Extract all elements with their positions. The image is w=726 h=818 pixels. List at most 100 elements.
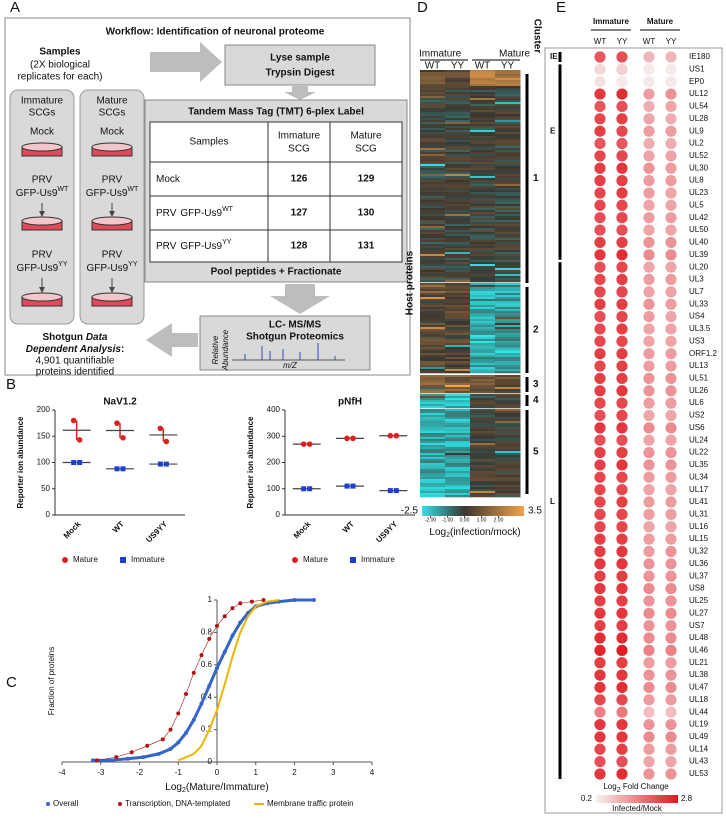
- fold-change-dot: [643, 743, 655, 755]
- heatmap-cell: [470, 94, 496, 97]
- fold-change-dot: [643, 88, 655, 100]
- gene-label: UL35: [689, 460, 709, 469]
- heatmap-cell: [470, 441, 496, 444]
- heatmap-cell: [470, 323, 496, 326]
- heatmap-cell: [470, 339, 496, 342]
- gene-label: UL33: [689, 299, 709, 308]
- gene-label: UL43: [689, 757, 709, 766]
- heatmap-cell: [495, 206, 521, 209]
- heatmap-cell: [495, 268, 521, 271]
- arrow: [150, 42, 222, 82]
- heatmap-cell: [495, 274, 521, 277]
- heatmap-cell: [420, 194, 446, 197]
- fold-change-dot: [643, 236, 655, 249]
- heatmap-cell: [420, 345, 446, 348]
- heatmap-cell: [445, 331, 471, 334]
- heatmap-cell: [445, 88, 471, 91]
- fold-change-dot: [643, 51, 655, 63]
- panel-label: D: [417, 0, 428, 16]
- colorbar-tick: -1.00: [442, 517, 454, 523]
- heatmap-cell: [420, 297, 446, 300]
- pool-text: Pool peptides + Fractionate: [211, 267, 342, 278]
- heatmap-cell: [495, 160, 521, 163]
- heatmap-cell: [420, 469, 446, 472]
- x-tick-label: Mock: [292, 519, 313, 540]
- gene-label: UL37: [689, 571, 709, 580]
- heatmap-cell: [445, 72, 471, 75]
- heatmap-cell: [445, 228, 471, 231]
- legend-marker: [350, 557, 356, 563]
- heatmap-cell: [495, 144, 521, 147]
- heatmap-cell: [470, 134, 496, 137]
- colorbar-label: Log2(infection/mock): [429, 527, 520, 540]
- heatmap-cell: [445, 178, 471, 181]
- heatmap-cell: [495, 240, 521, 243]
- heatmap-cell: [495, 226, 521, 229]
- heatmap-cell: [470, 319, 496, 322]
- colorbar-min: -2.5: [401, 506, 419, 517]
- fold-change-dot: [643, 644, 655, 656]
- heatmap-cell: [445, 411, 471, 414]
- heatmap-cell: [470, 361, 496, 364]
- cluster-label: 1: [533, 173, 539, 184]
- fold-change-dot: [616, 718, 628, 731]
- fold-change-dot: [665, 657, 677, 669]
- data-point: [168, 747, 173, 752]
- heatmap-cell: [420, 102, 446, 105]
- heatmap-cell: [420, 214, 446, 217]
- heatmap-cell: [420, 495, 446, 498]
- fold-change-dot: [616, 657, 628, 669]
- heatmap-cell: [470, 379, 496, 382]
- heatmap-cell: [420, 70, 446, 73]
- heatmap-cell: [495, 236, 521, 239]
- heatmap-cell: [445, 104, 471, 107]
- heatmap-cell: [445, 357, 471, 360]
- gene-label: UL25: [689, 596, 709, 605]
- heatmap-cell: [420, 138, 446, 141]
- heatmap-cell: [495, 138, 521, 141]
- table-sample-part: PRV: [156, 208, 177, 219]
- heatmap-cell: [470, 371, 496, 374]
- heatmap-cell: [445, 323, 471, 326]
- heatmap-cell: [470, 381, 496, 384]
- heatmap-cell: [420, 192, 446, 195]
- heatmap-cell: [470, 72, 496, 75]
- heatmap-cell: [420, 417, 446, 420]
- heatmap-cell: [420, 256, 446, 259]
- fold-change-dot: [594, 620, 606, 632]
- heatmap-cell: [445, 102, 471, 105]
- scale-title-part: 2: [617, 787, 621, 794]
- tmt-tag: 126: [291, 174, 308, 185]
- heatmap-cell: [420, 268, 446, 271]
- tmt-title: Tandem Mass Tag (TMT) 6-plex Label: [188, 107, 364, 118]
- fold-change-dot: [665, 236, 677, 249]
- gene-label: ORF1.2: [689, 349, 718, 358]
- heatmap-cell: [420, 461, 446, 464]
- fold-change-dot: [665, 558, 677, 570]
- heatmap-cell: [420, 437, 446, 440]
- heatmap-cell: [420, 104, 446, 107]
- heatmap-cell: [470, 363, 496, 366]
- sample-label: PRV: [32, 250, 53, 261]
- fold-change-dot: [643, 545, 655, 558]
- data-point: [163, 438, 170, 445]
- scale-title: Log2 Fold Change: [603, 782, 669, 794]
- heatmap-cell: [420, 394, 446, 397]
- y-tick-label: 0.4: [201, 692, 213, 701]
- heatmap-cell: [470, 236, 496, 239]
- heatmap-cell: [495, 493, 521, 496]
- fold-change-dot: [665, 496, 677, 508]
- heatmap-cell: [470, 297, 496, 300]
- data-point: [156, 751, 161, 756]
- heatmap-cell: [470, 114, 496, 117]
- data-point: [350, 435, 356, 442]
- heatmap-cell: [420, 371, 446, 374]
- heatmap-cell: [470, 400, 496, 403]
- panel-label: E: [556, 0, 566, 16]
- fold-change-dot: [616, 681, 628, 694]
- heatmap-cell: [420, 423, 446, 426]
- heatmap-cell: [495, 445, 521, 448]
- heatmap-cell: [445, 385, 471, 388]
- heatmap-cell: [420, 274, 446, 277]
- heatmap-cell: [445, 120, 471, 123]
